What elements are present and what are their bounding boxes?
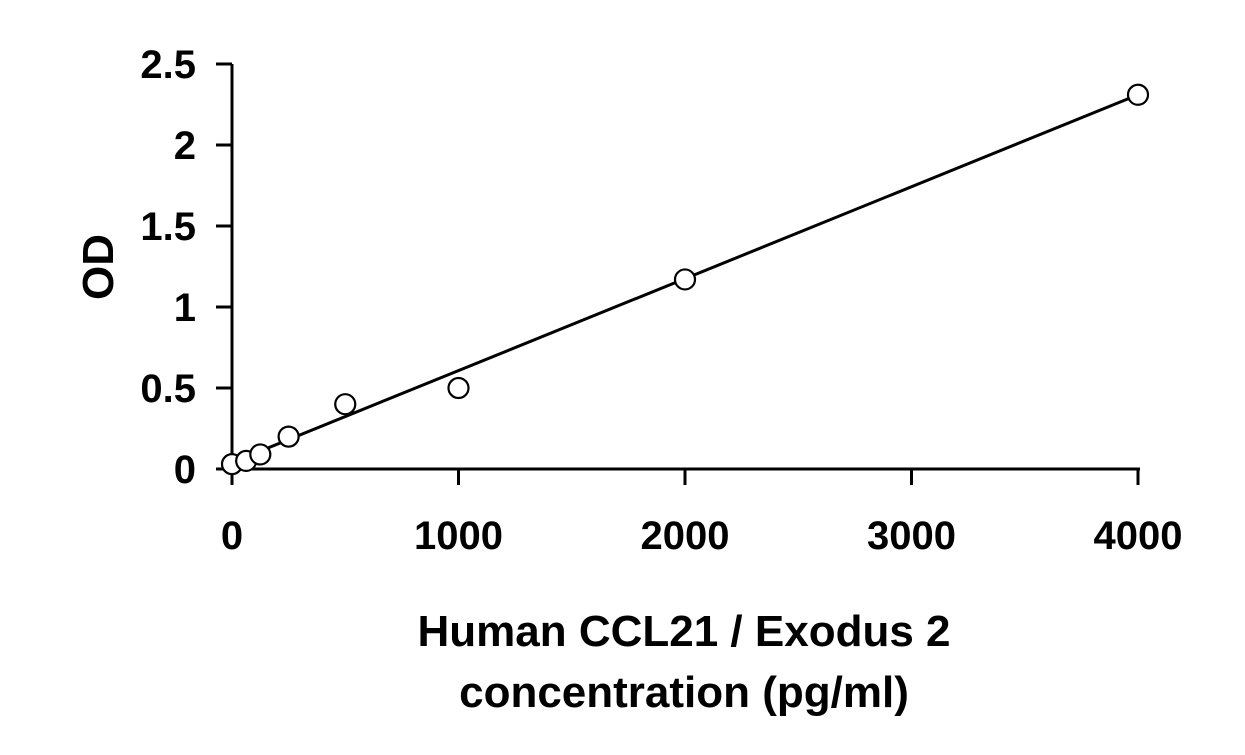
y-tick-label: 2.5 bbox=[140, 43, 196, 87]
data-point bbox=[447, 376, 470, 400]
data-point bbox=[277, 425, 300, 448]
data-point bbox=[334, 393, 357, 416]
ticks: 0 0.5 1 1.5 2 2.5 0 1000 2000 3000 4000 bbox=[140, 43, 1182, 558]
x-tick-label: 3000 bbox=[867, 514, 956, 558]
x-axis-title-line: concentration (pg/ml) bbox=[459, 668, 909, 717]
y-tick-label: 0 bbox=[174, 448, 196, 492]
data-points bbox=[220, 83, 1150, 476]
data-point bbox=[1126, 83, 1150, 106]
x-tick-label: 0 bbox=[221, 514, 243, 558]
y-tick-label: 2 bbox=[174, 124, 196, 168]
y-tick-label: 1 bbox=[174, 286, 196, 330]
x-tick-label: 4000 bbox=[1094, 514, 1183, 558]
x-tick-label: 2000 bbox=[641, 514, 730, 558]
y-axis-title: OD bbox=[74, 234, 123, 300]
y-tick-label: 1.5 bbox=[140, 205, 196, 249]
data-point bbox=[249, 443, 272, 466]
axis-titles: OD Human CCL21 / Exodus 2 concentration (p… bbox=[74, 234, 951, 717]
data-point bbox=[673, 268, 697, 291]
x-tick-label: 1000 bbox=[414, 514, 503, 558]
x-axis-title-line: Human CCL21 / Exodus 2 bbox=[417, 607, 950, 656]
y-tick-label: 0.5 bbox=[140, 367, 196, 411]
